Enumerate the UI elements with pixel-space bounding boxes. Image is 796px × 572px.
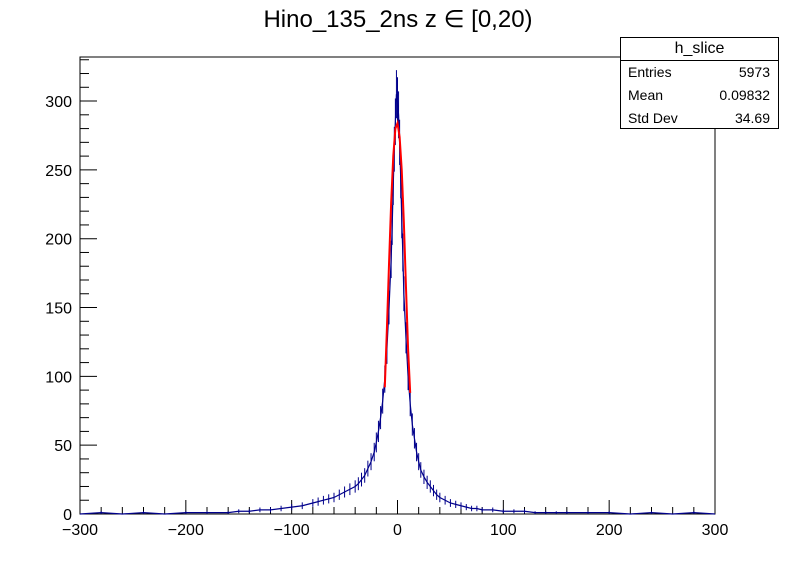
y-tick-label: 100 bbox=[45, 369, 72, 386]
stats-box: h_slice Entries 5973 Mean 0.09832 Std De… bbox=[620, 37, 779, 129]
x-tick-label: 100 bbox=[490, 522, 517, 539]
y-tick-label: 300 bbox=[45, 94, 72, 111]
data-layer bbox=[79, 70, 716, 515]
stats-name: h_slice bbox=[621, 38, 778, 61]
stats-label: Entries bbox=[628, 64, 672, 80]
x-tick-label: 200 bbox=[596, 522, 623, 539]
y-tick-label: 0 bbox=[63, 507, 72, 524]
stats-value: 0.09832 bbox=[719, 87, 770, 103]
y-tick-label: 150 bbox=[45, 301, 72, 318]
histogram-line bbox=[79, 94, 716, 515]
stats-value: 34.69 bbox=[734, 110, 770, 126]
y-tick-label: 250 bbox=[45, 163, 72, 180]
chart-title: Hino_135_2ns z ∈ [0,20) bbox=[263, 6, 533, 33]
y-tick-label: 200 bbox=[45, 232, 72, 249]
stats-value: 5973 bbox=[738, 64, 770, 80]
x-tick-label: −300 bbox=[62, 522, 98, 539]
x-tick-label: 0 bbox=[393, 522, 402, 539]
stats-row-mean: Mean 0.09832 bbox=[621, 84, 778, 107]
tick-labels: −300 −200 −100 0 100 200 300 0 50 100 150 200 250 300 bbox=[45, 94, 728, 539]
x-tick-label: −200 bbox=[168, 522, 204, 539]
stats-row-stddev: Std Dev 34.69 bbox=[621, 107, 778, 130]
x-tick-label: 300 bbox=[702, 522, 729, 539]
fit-layer bbox=[383, 119, 412, 393]
stats-row-entries: Entries 5973 bbox=[621, 61, 778, 84]
stats-label: Std Dev bbox=[628, 110, 678, 126]
fit-curve bbox=[383, 119, 412, 393]
x-tick-label: −100 bbox=[274, 522, 310, 539]
stats-label: Mean bbox=[628, 87, 664, 103]
y-tick-label: 50 bbox=[54, 438, 72, 455]
